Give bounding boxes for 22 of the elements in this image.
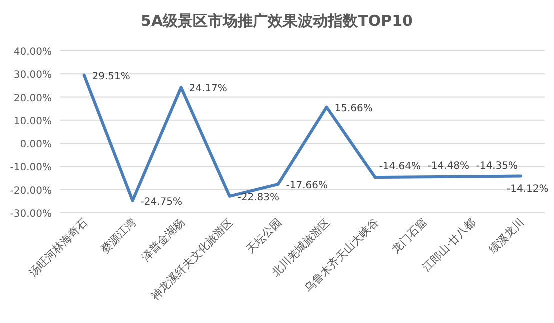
y-tick-label: 40.00% — [14, 47, 52, 58]
data-label: -22.83% — [238, 192, 280, 204]
data-label: -17.66% — [286, 180, 328, 192]
x-tick-label: 绩溪龙川 — [486, 216, 527, 256]
data-label: 29.51% — [92, 71, 130, 82]
y-tick-label: -10.00% — [10, 162, 52, 174]
chart-title: 5A级景区市场推广效果波动指数TOP10 — [141, 12, 413, 30]
data-label: -14.64% — [379, 161, 421, 172]
y-tick-label: 20.00% — [14, 93, 52, 104]
data-label: 24.17% — [189, 84, 228, 95]
y-tick-label: 30.00% — [14, 70, 52, 82]
data-label: -14.12% — [507, 184, 549, 196]
x-tick-label: 婺源江湾 — [98, 216, 139, 256]
data-label: -24.75% — [140, 196, 182, 208]
y-tick-label: -20.00% — [10, 186, 52, 197]
data-label: 15.66% — [334, 103, 373, 114]
x-tick-label: 天坛公园 — [244, 216, 284, 256]
y-tick-label: 10.00% — [14, 116, 52, 128]
data-label: -14.48% — [428, 161, 470, 172]
x-tick-label: 龙门石窟 — [390, 216, 430, 256]
data-label: -14.35% — [476, 160, 518, 172]
y-tick-label: 0.00% — [20, 140, 52, 151]
